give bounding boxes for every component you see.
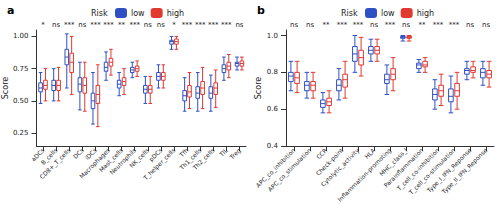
svg-text:Mast_cells: Mast_cells <box>97 146 125 174</box>
svg-text:0.75: 0.75 <box>13 65 29 73</box>
svg-text:***: *** <box>195 21 206 29</box>
svg-text:APC_co_inhibition: APC_co_inhibition <box>254 146 297 189</box>
svg-text:***: *** <box>385 21 396 29</box>
svg-text:Treg: Treg <box>227 146 242 161</box>
svg-text:***: *** <box>449 21 460 29</box>
svg-text:*: * <box>41 21 45 29</box>
svg-text:***: *** <box>90 21 101 29</box>
svg-text:0.8: 0.8 <box>267 68 278 76</box>
svg-text:***: *** <box>337 21 348 29</box>
svg-text:0.4: 0.4 <box>267 142 279 150</box>
svg-text:***: *** <box>353 21 364 29</box>
svg-text:ns: ns <box>235 21 243 29</box>
svg-text:iDCs: iDCs <box>83 146 98 162</box>
svg-text:Macrophages: Macrophages <box>77 146 111 180</box>
svg-text:Tfh: Tfh <box>177 146 190 159</box>
svg-text:low: low <box>131 9 145 18</box>
svg-text:Risk: Risk <box>341 9 358 18</box>
svg-text:T_cell_co-stimulation: T_cell_co-stimulation <box>407 146 457 196</box>
svg-text:Parainflammation: Parainflammation <box>382 146 425 189</box>
svg-text:**: ** <box>419 21 427 29</box>
svg-text:***: *** <box>182 21 193 29</box>
svg-text:MHC_class_I: MHC_class_I <box>377 146 409 178</box>
svg-text:ns: ns <box>306 21 314 29</box>
svg-text:1.00: 1.00 <box>13 32 29 40</box>
svg-text:HLA: HLA <box>363 146 377 160</box>
svg-text:aDCs: aDCs <box>29 146 46 163</box>
svg-text:pDCs: pDCs <box>147 146 164 163</box>
svg-text:Type_I_IFN_Reponse: Type_I_IFN_Reponse <box>425 146 473 194</box>
svg-text:***: *** <box>221 21 232 29</box>
svg-text:a: a <box>7 4 14 17</box>
svg-text:0.50: 0.50 <box>13 97 29 105</box>
svg-text:CCR: CCR <box>314 146 329 161</box>
svg-text:ns: ns <box>290 21 298 29</box>
svg-text:ns: ns <box>78 21 86 29</box>
svg-text:Th2_cells: Th2_cells <box>191 147 217 173</box>
svg-text:0.6: 0.6 <box>267 105 279 113</box>
svg-text:ns: ns <box>402 21 410 29</box>
svg-text:ns: ns <box>482 21 490 29</box>
svg-text:Th1_cells: Th1_cells <box>178 146 203 171</box>
svg-text:ns: ns <box>144 21 152 29</box>
svg-text:Inflammation-promoting: Inflammation-promoting <box>336 146 393 203</box>
svg-text:ns: ns <box>52 21 60 29</box>
svg-text:high: high <box>417 9 434 18</box>
svg-text:B_cells: B_cells <box>39 146 59 166</box>
svg-text:Check-point: Check-point <box>314 146 345 177</box>
svg-text:0.25: 0.25 <box>13 129 29 137</box>
svg-text:***: *** <box>64 21 75 29</box>
svg-text:DCs: DCs <box>71 147 84 160</box>
svg-text:APC_co_stimulation: APC_co_stimulation <box>266 146 313 193</box>
svg-text:Risk: Risk <box>91 9 108 18</box>
svg-text:Cytolytic_activity: Cytolytic_activity <box>319 146 361 188</box>
svg-text:*: * <box>172 21 176 29</box>
svg-text:T_cell_co-inhibition: T_cell_co-inhibition <box>395 146 441 192</box>
svg-text:Score: Score <box>1 77 10 99</box>
svg-text:low: low <box>381 9 395 18</box>
svg-text:CD8+_T_cells: CD8+_T_cells <box>38 147 72 181</box>
svg-text:1.0: 1.0 <box>267 32 278 40</box>
svg-text:NK_cells: NK_cells <box>127 146 151 169</box>
svg-text:TIL: TIL <box>217 146 229 158</box>
svg-text:***: *** <box>208 21 219 29</box>
svg-text:***: *** <box>129 21 140 29</box>
svg-text:***: *** <box>433 21 444 29</box>
svg-text:b: b <box>257 4 265 17</box>
svg-text:Score: Score <box>254 77 263 99</box>
svg-text:high: high <box>167 9 184 18</box>
svg-text:ns: ns <box>466 21 474 29</box>
svg-text:***: *** <box>103 21 114 29</box>
svg-text:T_helper_cells: T_helper_cells <box>141 147 177 183</box>
svg-text:**: ** <box>323 21 331 29</box>
svg-text:Neutrophils: Neutrophils <box>107 146 138 176</box>
svg-text:**: ** <box>118 21 126 29</box>
svg-text:ns: ns <box>157 21 165 29</box>
svg-text:ns: ns <box>370 21 378 29</box>
svg-text:Type_II_IFN_Reponse: Type_II_IFN_Reponse <box>439 146 489 196</box>
